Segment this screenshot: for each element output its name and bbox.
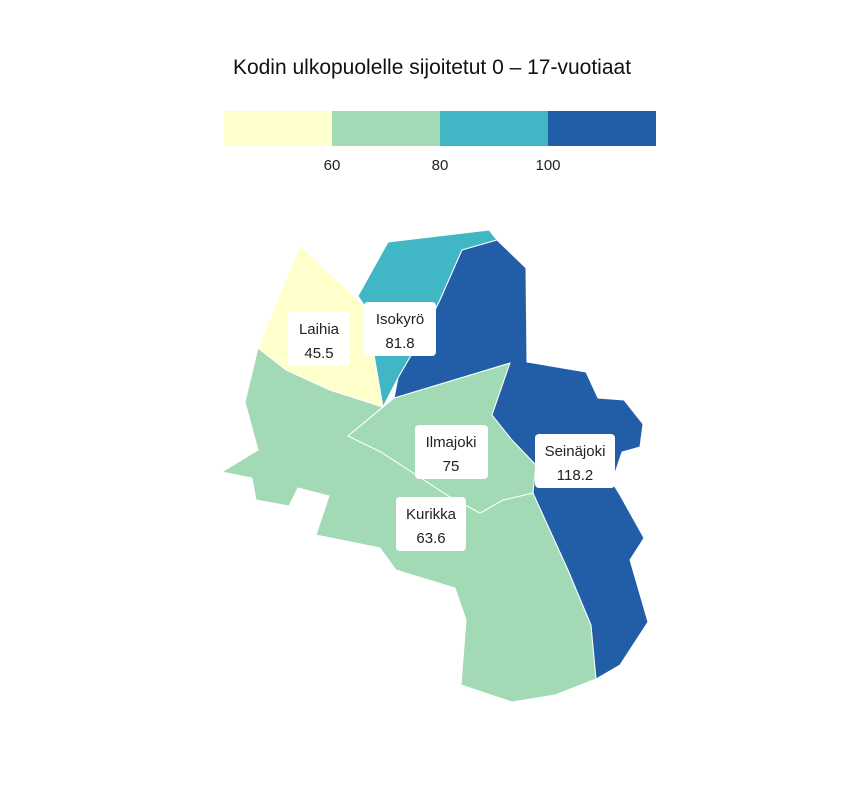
label-kurikka-name: Kurikka (406, 506, 457, 523)
legend-bin-3 (440, 111, 548, 146)
label-seinajoki-name: Seinäjoki (545, 443, 606, 460)
label-seinajoki: Seinäjoki 118.2 (535, 434, 615, 488)
label-kurikka-value: 63.6 (416, 530, 445, 547)
label-laihia-name: Laihia (299, 321, 340, 338)
label-laihia: Laihia 45.5 (288, 312, 350, 366)
legend-tick-60: 60 (324, 157, 341, 174)
legend-tick-100: 100 (535, 157, 560, 174)
legend-tick-80: 80 (432, 157, 449, 174)
legend-bin-4 (548, 111, 656, 146)
label-isokyro: Isokyrö 81.8 (364, 302, 436, 356)
label-seinajoki-value: 118.2 (557, 467, 593, 484)
label-ilmajoki-name: Ilmajoki (426, 434, 477, 451)
label-isokyro-value: 81.8 (385, 335, 414, 352)
label-isokyro-name: Isokyrö (376, 311, 424, 328)
legend-bin-1 (224, 111, 332, 146)
label-ilmajoki-value: 75 (443, 458, 460, 475)
legend-bin-2 (332, 111, 440, 146)
color-legend: 60 80 100 (224, 111, 656, 174)
label-ilmajoki: Ilmajoki 75 (415, 425, 488, 479)
map-title: Kodin ulkopuolelle sijoitetut 0 – 17-vuo… (232, 56, 632, 79)
region-seinajoki[interactable] (393, 239, 649, 680)
label-laihia-value: 45.5 (304, 345, 333, 362)
label-kurikka: Kurikka 63.6 (396, 497, 466, 551)
